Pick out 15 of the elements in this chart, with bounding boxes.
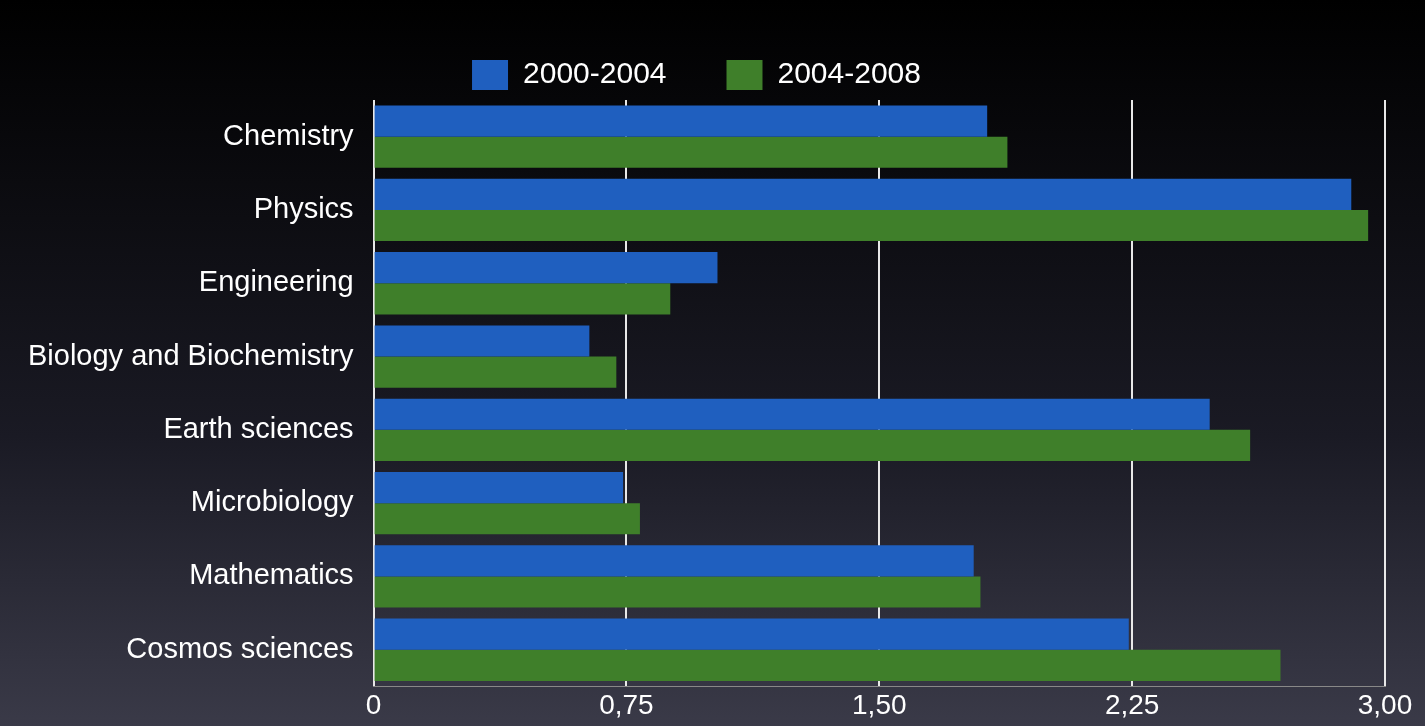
legend-label: 2000-2004: [523, 56, 667, 90]
y-tick-label: Chemistry: [223, 118, 355, 151]
y-tick-label: Earth sciences: [163, 411, 354, 444]
x-tick-label: 0: [365, 688, 382, 720]
y-tick-label: Mathematics: [189, 558, 354, 591]
x-tick-label: 0,75: [599, 688, 654, 720]
x-tick-label: 2,25: [1104, 688, 1160, 720]
y-tick-label: Microbiology: [190, 485, 355, 518]
y-tick-label: Biology and Biochemistry: [27, 338, 355, 371]
x-tick-label: 1,50: [852, 688, 907, 720]
y-tick-label: Cosmos sciences: [126, 631, 354, 664]
y-tick-label: Engineering: [198, 265, 354, 298]
y-tick-label: Physics: [253, 191, 354, 224]
x-tick-label: 3,00: [1357, 688, 1413, 720]
legend-label: 2004-2008: [777, 56, 921, 90]
